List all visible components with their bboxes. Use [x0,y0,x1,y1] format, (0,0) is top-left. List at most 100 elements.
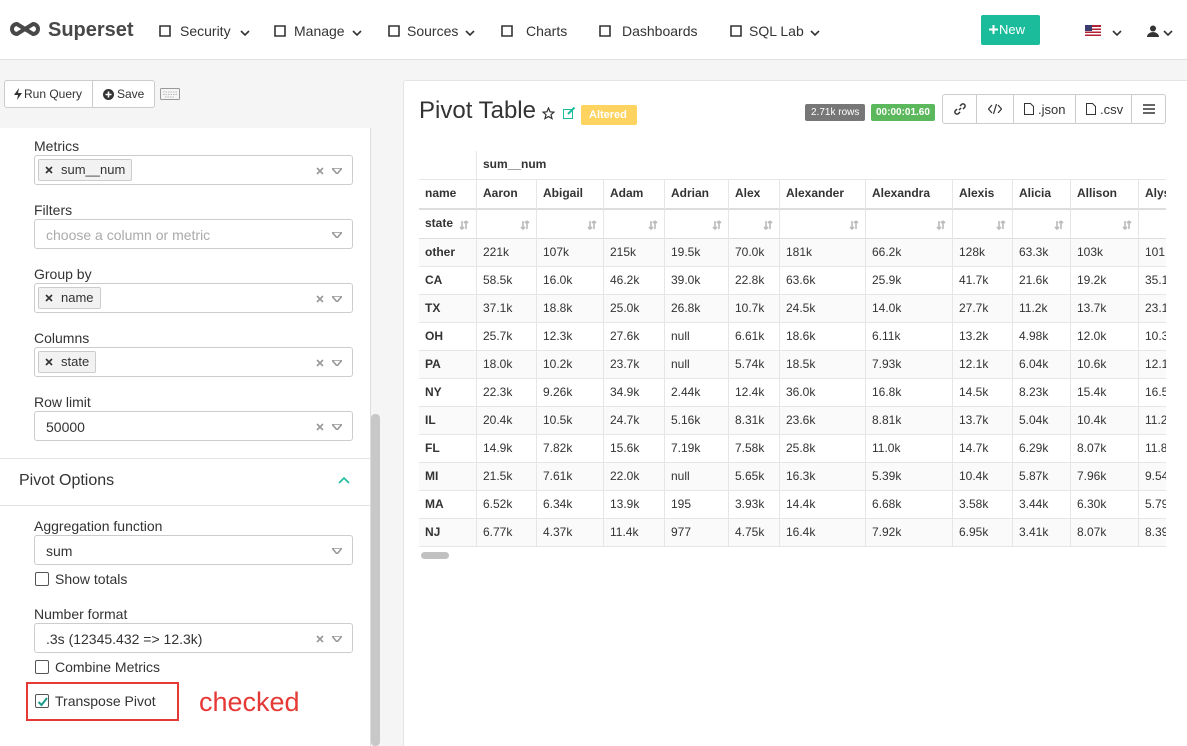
divider [0,505,370,506]
data-cell: 6.52k [477,491,537,519]
caret [332,548,342,554]
caret [332,168,342,174]
nav-item[interactable]: Manage [294,23,345,39]
select-box[interactable]: sum__num [34,155,353,185]
csv-button[interactable]: .csv [1075,94,1132,124]
column-header[interactable]: Aaron [477,180,537,210]
data-cell: 11.8 [1139,435,1166,463]
section-title[interactable]: Pivot Options [19,472,115,489]
data-cell: 10.6k [1071,351,1139,379]
data-cell: 25.8k [780,435,866,463]
column-header[interactable]: Alexandra [866,180,953,210]
combine-metrics-label[interactable]: Combine Metrics [55,659,161,675]
data-cell: 10.3 [1139,323,1166,351]
column-header[interactable]: Alex [729,180,780,210]
nav-item[interactable]: Security [180,23,231,39]
save-label: Save [117,87,145,101]
data-cell: 25.9k [866,267,953,295]
sort-icon [520,220,530,230]
tag[interactable]: sum__num [38,159,133,181]
data-cell: 21.6k [1013,267,1071,295]
data-cell: 14.5k [953,379,1013,407]
data-cell: 128k [953,239,1013,267]
h-scrollbar[interactable] [421,552,449,559]
tag[interactable]: state [38,351,97,373]
clear-icon [316,635,324,643]
data-cell: 46.2k [604,267,665,295]
link-button[interactable] [942,94,977,124]
data-cell: 103k [1071,239,1139,267]
select-value: sum [46,543,73,559]
caret [810,30,820,37]
data-cell: 977 [665,519,729,547]
json-button[interactable]: .json [1013,94,1076,124]
select-box[interactable]: name [34,283,353,313]
run-query-button[interactable]: Run Query [4,80,93,108]
nav-item[interactable]: Charts [526,23,568,39]
nav-item[interactable]: Sources [407,23,459,39]
data-cell: 22.3k [477,379,537,407]
column-header[interactable]: Allison [1071,180,1139,210]
embed-button[interactable] [976,94,1014,124]
caret [332,232,342,238]
caret [332,636,342,642]
select-box[interactable]: state [34,347,353,377]
select-box[interactable]: choose a column or metric [34,219,353,249]
nav-item[interactable]: Dashboards [622,23,698,39]
data-cell: 18.5k [780,351,866,379]
column-header[interactable]: Adam [604,180,665,210]
brand[interactable]: Superset [48,19,134,41]
divider [0,458,370,459]
control-label: Number format [34,606,128,622]
column-header[interactable]: Adrian [665,180,729,210]
data-cell: 107k [537,239,604,267]
select-box[interactable]: sum [34,535,353,565]
show-totals-label[interactable]: Show totals [55,571,128,587]
data-cell: 16.0k [537,267,604,295]
data-cell: null [665,351,729,379]
column-header[interactable]: Alexander [780,180,866,210]
sort-icon [459,220,469,230]
data-cell: 25.7k [477,323,537,351]
data-cell: 14.9k [477,435,537,463]
sort-icon [763,220,773,230]
select-box[interactable]: .3s (12345.432 => 12.3k) [34,623,353,653]
data-cell: 66.2k [866,239,953,267]
column-header[interactable]: Alexis [953,180,1013,210]
show-totals-checkbox[interactable] [35,572,49,586]
column-header[interactable]: Abigail [537,180,604,210]
save-button[interactable]: Save [92,80,155,108]
caret [1163,30,1173,37]
chevron-up[interactable] [338,476,350,484]
scrollbar[interactable] [371,414,380,746]
transpose-checkbox[interactable] [35,694,49,708]
select-box[interactable]: 50000 [34,411,353,441]
data-cell: 16.8k [866,379,953,407]
user-icon[interactable] [1147,25,1159,37]
nav-item[interactable]: SQL Lab [749,23,804,39]
column-header[interactable]: Alys [1139,180,1166,210]
new-button[interactable]: New [981,15,1040,45]
flag-icon[interactable] [1085,25,1101,36]
select-value: .3s (12345.432 => 12.3k) [46,631,203,647]
nav-icon [388,25,400,37]
keyboard-icon[interactable] [160,88,180,100]
tag[interactable]: name [38,287,101,309]
file-icon [1024,103,1034,115]
star-icon[interactable] [542,107,555,120]
tag-label: name [61,290,94,305]
edit-icon[interactable] [563,107,576,119]
combine-metrics-checkbox[interactable] [35,660,49,674]
transpose-label[interactable]: Transpose Pivot [55,693,156,709]
menu-button[interactable] [1131,94,1166,124]
data-cell: 14.4k [780,491,866,519]
nav-icon [501,25,513,37]
column-header[interactable]: Alicia [1013,180,1071,210]
row-header: NJ [419,519,477,547]
control-label: Aggregation function [34,518,163,534]
data-cell: 6.34k [537,491,604,519]
sort-cell[interactable] [1139,210,1166,240]
link-icon [954,103,966,115]
control-label: Filters [34,202,73,218]
control-label: Columns [34,330,90,346]
